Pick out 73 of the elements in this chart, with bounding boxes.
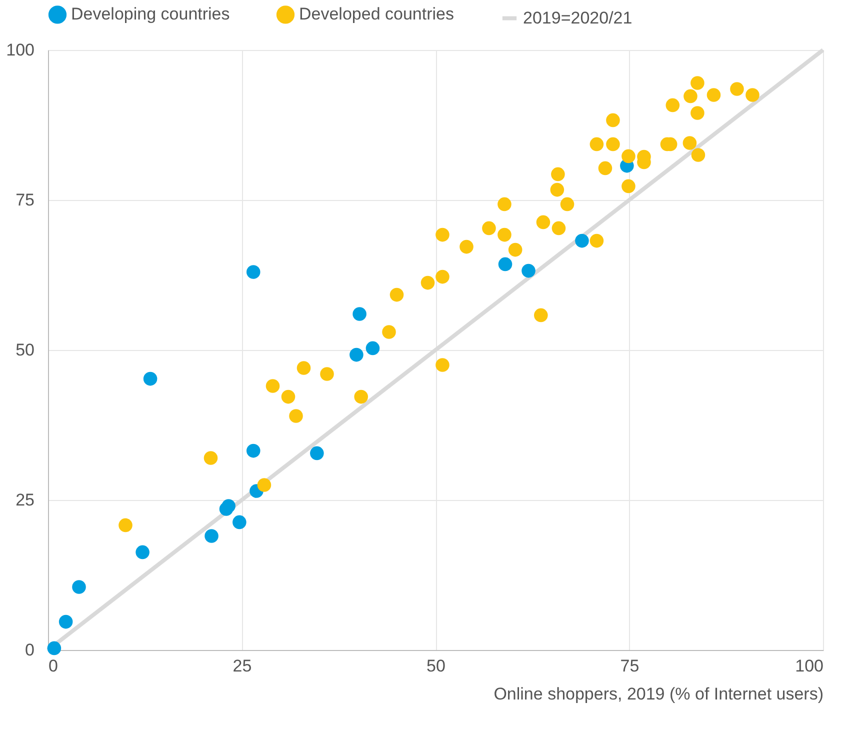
- point: [436, 228, 450, 242]
- point: [552, 221, 566, 236]
- point: [266, 379, 280, 393]
- point: [352, 307, 366, 321]
- point: [666, 98, 680, 112]
- y-tick-label: 50: [16, 340, 34, 360]
- point: [232, 515, 246, 530]
- point: [47, 641, 62, 656]
- x-tick-label: 100: [795, 656, 824, 676]
- point: [682, 136, 697, 150]
- y-tick-label: 25: [16, 490, 34, 510]
- point: [534, 308, 548, 322]
- point: [746, 88, 760, 102]
- point: [551, 167, 565, 182]
- x-tick-label: 75: [620, 656, 640, 676]
- point: [257, 478, 272, 492]
- point: [289, 409, 303, 423]
- point: [691, 148, 706, 162]
- point: [204, 451, 218, 465]
- point: [498, 197, 512, 212]
- x-axis-title: Online shoppers, 2019 (% of Internet users): [494, 684, 824, 704]
- point: [498, 228, 512, 242]
- point: [296, 361, 311, 375]
- point: [536, 215, 550, 230]
- point: [575, 234, 589, 248]
- point: [522, 264, 536, 278]
- point: [281, 390, 296, 404]
- point: [482, 221, 496, 236]
- point: [354, 390, 368, 404]
- point: [690, 76, 704, 90]
- legend-label: 2019=2020/21: [523, 8, 632, 28]
- point: [136, 545, 150, 560]
- x-tick-label: 25: [232, 656, 252, 676]
- point: [598, 161, 612, 176]
- point: [320, 367, 334, 381]
- point: [72, 580, 86, 594]
- point: [118, 518, 132, 532]
- point: [436, 358, 450, 372]
- point: [366, 341, 380, 356]
- y-tick-label: 100: [6, 40, 34, 60]
- point: [222, 499, 236, 513]
- point: [246, 444, 260, 458]
- legend-label: Developed countries: [299, 4, 454, 24]
- point: [690, 106, 704, 120]
- point: [622, 179, 636, 194]
- y-tick-label: 75: [16, 190, 34, 210]
- point: [436, 270, 450, 284]
- point: [730, 82, 744, 96]
- point: [246, 265, 260, 279]
- point: [204, 529, 218, 543]
- point: [560, 197, 574, 212]
- point: [143, 372, 158, 386]
- point: [382, 325, 396, 339]
- point: [550, 182, 564, 197]
- legend-label: Developing countries: [71, 4, 230, 24]
- point: [706, 88, 721, 102]
- y-tick-label: 0: [25, 640, 34, 660]
- point: [58, 614, 73, 629]
- point: [508, 242, 522, 257]
- x-tick-label: 0: [48, 656, 58, 676]
- point: [606, 137, 620, 152]
- point: [590, 234, 604, 248]
- point: [498, 257, 512, 272]
- x-tick-label: 50: [426, 656, 446, 676]
- point: [606, 113, 620, 128]
- point: [460, 240, 474, 254]
- point: [622, 149, 636, 164]
- point: [684, 89, 698, 104]
- point: [420, 276, 435, 290]
- point: [390, 288, 404, 302]
- point: [310, 446, 324, 460]
- point: [350, 348, 364, 362]
- point: [590, 137, 604, 152]
